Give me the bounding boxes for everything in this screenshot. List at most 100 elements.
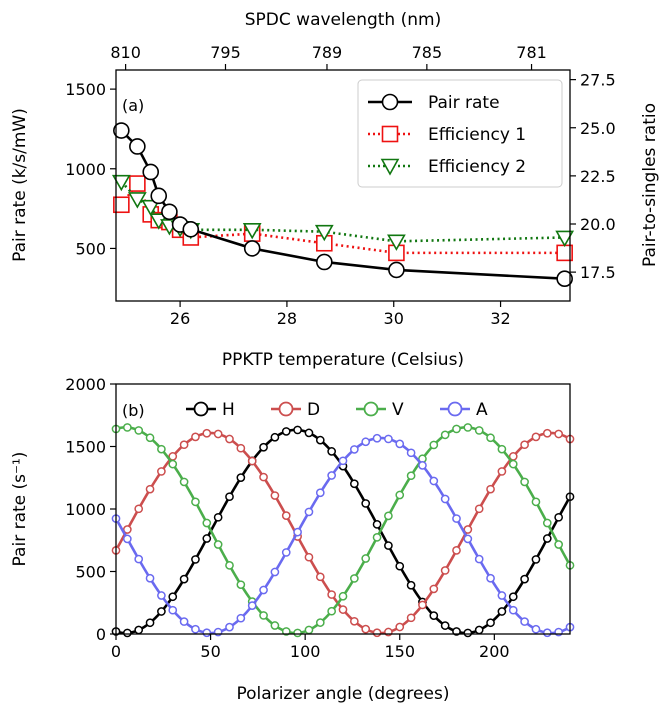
- efficiency-1-point: [129, 175, 146, 192]
- series-v-point: [520, 477, 529, 487]
- series-v-point: [463, 423, 473, 432]
- legend-box: [357, 79, 563, 188]
- series-v-point: [350, 574, 359, 583]
- y-tick-label: 1500: [65, 80, 106, 99]
- series-v-point: [191, 497, 200, 507]
- series-v-point: [542, 518, 552, 528]
- series-h-point: [293, 425, 302, 435]
- series-a-point: [395, 439, 405, 449]
- series-v-point: [123, 423, 132, 432]
- legend-efficiency-2-marker: [380, 158, 400, 176]
- efficiency-2-point: [555, 230, 575, 248]
- series-h-point: [145, 618, 155, 628]
- series-a-point: [406, 448, 416, 458]
- pair-rate-point: [161, 203, 178, 221]
- panel-b-label: (b): [122, 401, 145, 420]
- y-tick-label: 1000: [65, 500, 106, 519]
- series-a-point: [361, 437, 371, 447]
- y-tick-label: 500: [75, 239, 106, 258]
- series-h-point: [384, 541, 393, 550]
- legend-a-marker: [447, 401, 463, 417]
- series-d-point: [123, 525, 132, 534]
- series-a-point: [157, 591, 166, 600]
- x-tick-label: 26: [170, 309, 190, 328]
- y-tick-label: 1500: [65, 438, 106, 457]
- series-d-point: [520, 440, 529, 450]
- panel-b-series: [111, 423, 575, 638]
- x-tick-label: 30: [384, 309, 404, 328]
- series-a-point: [168, 605, 178, 615]
- series-d-point: [361, 624, 371, 634]
- y2-tick-label: 17.5: [580, 263, 616, 282]
- series-d-point: [350, 616, 359, 626]
- series-d-point: [372, 628, 382, 638]
- series-h-point: [474, 625, 484, 635]
- series-h-point: [123, 628, 132, 638]
- series-a-point: [179, 617, 189, 626]
- panel-b-ylabel: Pair rate (s⁻¹): [10, 452, 30, 567]
- legend-efficiency-1-marker: [381, 125, 399, 143]
- series-d-point: [315, 572, 325, 582]
- series-d-point: [157, 467, 166, 476]
- series-d-point: [452, 546, 461, 555]
- series-h-point: [520, 574, 529, 584]
- series-v-point: [293, 628, 302, 638]
- y2-tick-label: 25.0: [580, 119, 616, 138]
- series-v-point: [452, 424, 461, 434]
- series-h-point: [497, 607, 507, 616]
- legend-d-marker: [278, 401, 294, 417]
- series-v-point: [531, 497, 541, 507]
- panel-b-y-ticks: 0 500 1000 1500 2000: [65, 375, 116, 644]
- series-a-point: [304, 507, 314, 517]
- series-a-point: [452, 514, 461, 523]
- series-d-point: [134, 504, 144, 514]
- series-d-point: [338, 605, 348, 614]
- series-v-point: [395, 490, 405, 500]
- series-d-point: [145, 484, 155, 494]
- y2-tick-label: 20.0: [580, 215, 616, 234]
- series-a-point: [191, 624, 200, 634]
- series-v-point: [508, 459, 518, 469]
- x2-tick-label: 785: [412, 43, 443, 62]
- series-d-point: [554, 429, 564, 439]
- series-v-point: [270, 621, 280, 630]
- series-v-point: [145, 433, 155, 443]
- series-a-point: [225, 622, 234, 632]
- series-a-point: [327, 471, 336, 480]
- series-h-point: [361, 499, 371, 508]
- x-tick-label: 200: [479, 642, 510, 661]
- legend-h-label: H: [222, 400, 235, 420]
- panel-a-x2-ticks: 810 795 789 785 781: [110, 43, 547, 70]
- legend-v-marker: [363, 401, 379, 417]
- efficiency-2-point: [141, 199, 161, 217]
- series-h-point: [452, 627, 461, 636]
- series-v-point: [259, 611, 268, 620]
- series-a-point: [134, 554, 144, 564]
- series-d-point: [281, 511, 291, 520]
- efficiency-2-point: [314, 224, 334, 242]
- series-d-point: [191, 432, 200, 442]
- series-a-point: [247, 601, 257, 610]
- legend-d-label: D: [307, 400, 320, 420]
- series-a-point: [145, 573, 155, 583]
- x-tick-label: 150: [384, 642, 415, 661]
- series-a-point: [338, 456, 348, 466]
- series-h-point: [395, 561, 405, 571]
- series-d-point: [474, 504, 484, 514]
- y2-tick-label: 22.5: [580, 167, 616, 186]
- series-h-point: [270, 432, 280, 442]
- x2-tick-label: 810: [110, 43, 141, 62]
- series-d-point: [247, 456, 257, 466]
- efficiency-2-point: [127, 192, 147, 209]
- series-d-point: [531, 432, 541, 442]
- panel-a-x2label: SPDC wavelength (nm): [245, 10, 441, 30]
- series-d-point: [542, 428, 552, 438]
- series-d-point: [225, 434, 234, 444]
- series-a-point: [486, 573, 495, 583]
- series-h-point: [463, 628, 473, 638]
- series-v-point: [474, 426, 484, 435]
- legend-v-label: V: [392, 400, 404, 420]
- series-a-point: [350, 445, 359, 454]
- series-h-point: [236, 473, 246, 482]
- series-a-point: [293, 527, 302, 537]
